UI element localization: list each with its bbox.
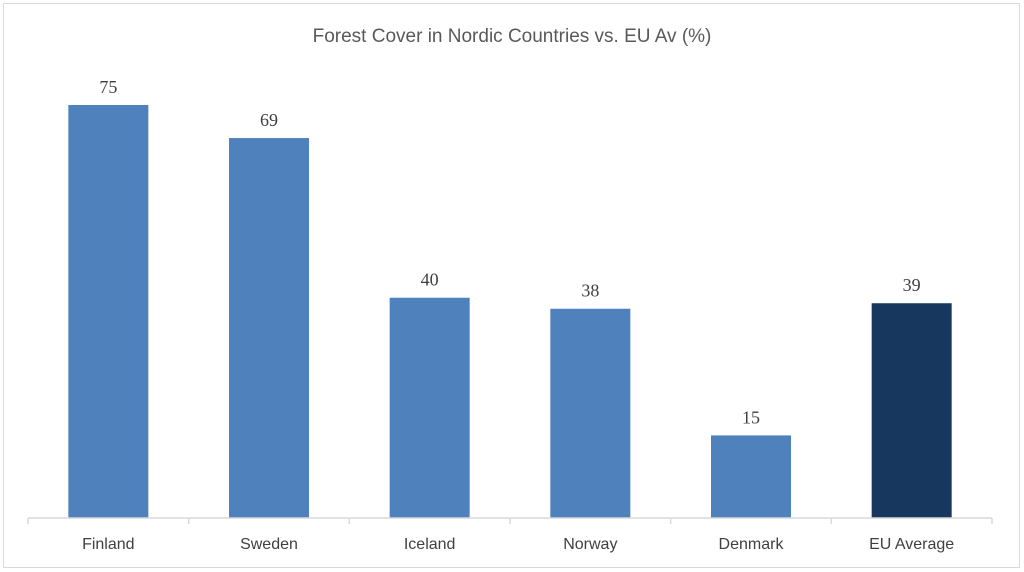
- data-label: 40: [421, 270, 439, 290]
- data-label: 69: [260, 110, 278, 130]
- category-label: Norway: [563, 536, 617, 553]
- category-label: Sweden: [240, 536, 298, 553]
- data-label: 15: [742, 407, 760, 427]
- chart-border: [3, 3, 1020, 568]
- bar-iceland: [389, 297, 470, 518]
- data-label: 75: [99, 77, 117, 97]
- category-label: Denmark: [719, 536, 785, 553]
- bar-norway: [550, 308, 631, 518]
- category-label: EU Average: [869, 536, 954, 553]
- bar-eu-average: [871, 303, 952, 518]
- bar-denmark: [711, 435, 791, 518]
- category-label: Finland: [82, 536, 134, 553]
- chart-title: Forest Cover in Nordic Countries vs. EU …: [313, 26, 712, 47]
- data-label: 38: [581, 281, 599, 301]
- data-label: 39: [903, 275, 921, 295]
- bar-sweden: [229, 138, 309, 519]
- bar-finland: [68, 105, 149, 518]
- category-label: Iceland: [404, 536, 456, 553]
